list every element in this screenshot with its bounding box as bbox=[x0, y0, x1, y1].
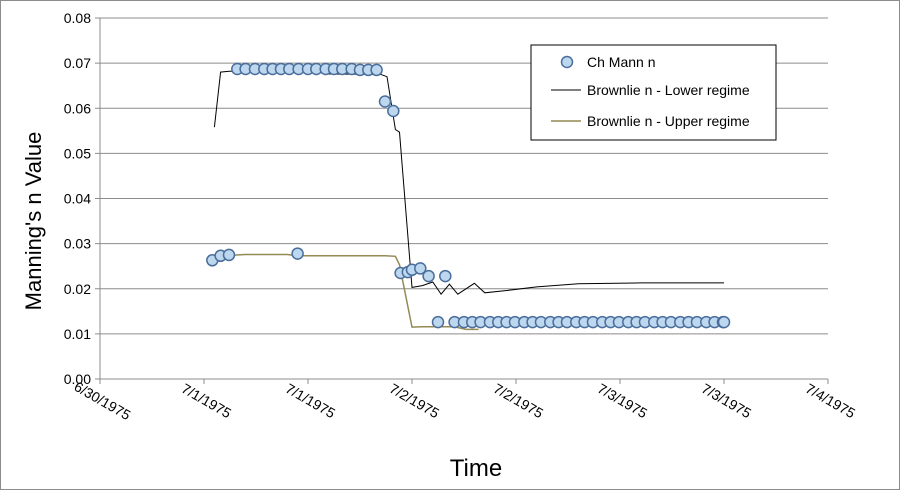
legend-label-ch-mann-n: Ch Mann n bbox=[587, 54, 655, 70]
y-tick-labels: 0.00 0.01 0.02 0.03 0.04 0.05 0.06 0.07 0.08 bbox=[64, 10, 91, 387]
legend: Ch Mann n Brownlie n - Lower regime Brow… bbox=[530, 44, 777, 141]
y-tick-label: 0.04 bbox=[64, 191, 91, 207]
x-tick-label: 7/3/1975 bbox=[595, 380, 650, 421]
y-tick-label: 0.07 bbox=[64, 55, 91, 71]
legend-marker-ch-mann-n bbox=[560, 55, 574, 69]
x-tick-label: 7/3/1975 bbox=[699, 380, 754, 421]
data-point bbox=[378, 95, 392, 108]
data-point bbox=[387, 104, 400, 118]
x-tick-label: 6/30/1975 bbox=[72, 378, 134, 423]
data-point bbox=[439, 269, 452, 283]
y-tick-label: 0.00 bbox=[64, 371, 91, 387]
x-tick-label: 7/2/1975 bbox=[387, 380, 442, 421]
data-point bbox=[422, 269, 435, 283]
data-point bbox=[370, 63, 383, 77]
data-point bbox=[717, 315, 731, 329]
series-markers bbox=[206, 62, 731, 329]
axes bbox=[99, 18, 829, 384]
data-point bbox=[222, 248, 236, 262]
y-tick-label: 0.05 bbox=[64, 145, 91, 161]
legend-label-lower: Brownlie n - Lower regime bbox=[587, 82, 750, 98]
legend-label-upper: Brownlie n - Upper regime bbox=[587, 113, 750, 129]
data-point bbox=[431, 315, 445, 329]
data-point bbox=[291, 247, 304, 260]
series-line-brownlie-upper bbox=[214, 253, 479, 331]
x-axis-label: Time bbox=[450, 455, 502, 482]
y-tick-label: 0.03 bbox=[64, 236, 91, 252]
y-tick-label: 0.02 bbox=[64, 281, 91, 297]
x-tick-labels: 6/30/1975 7/1/1975 7/1/1975 7/2/1975 7/2/197… bbox=[72, 378, 859, 423]
data-point bbox=[414, 262, 427, 275]
x-tick-label: 7/2/1975 bbox=[491, 380, 546, 421]
x-tick-label: 7/1/1975 bbox=[283, 380, 338, 421]
y-axis-label: Manning's n Value bbox=[21, 132, 46, 311]
x-tick-label: 7/4/1975 bbox=[803, 380, 858, 421]
y-tick-label: 0.06 bbox=[64, 100, 91, 116]
y-tick-label: 0.01 bbox=[64, 326, 91, 342]
y-tick-label: 0.08 bbox=[64, 10, 91, 26]
x-tick-label: 7/1/1975 bbox=[179, 380, 234, 421]
